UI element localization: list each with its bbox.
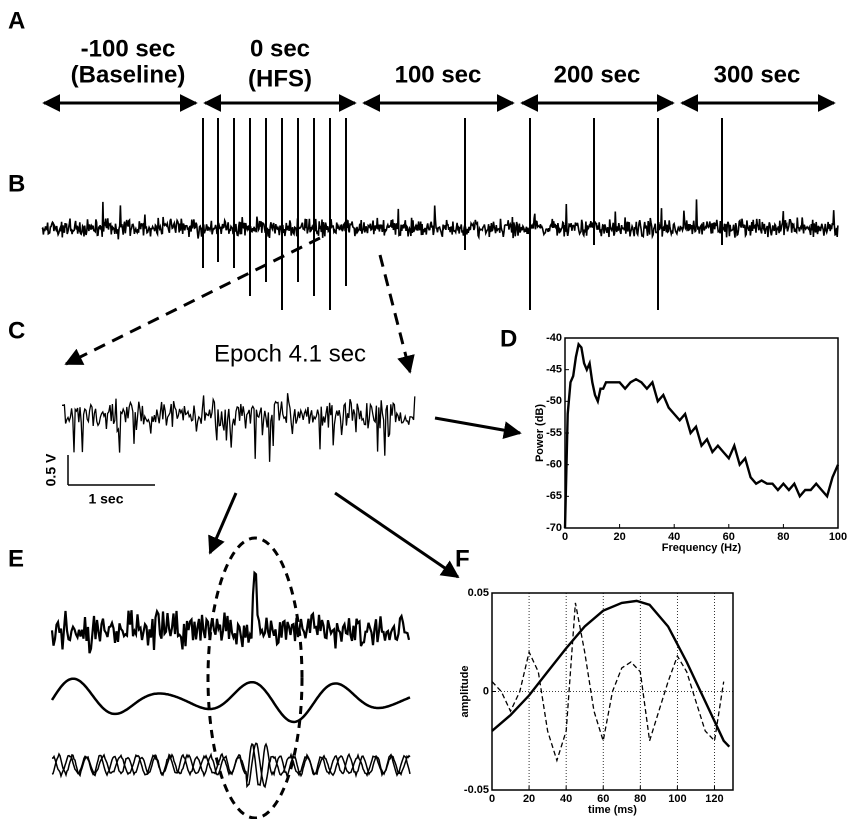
- y-tick-label: 0: [483, 685, 489, 697]
- period-label: 200 sec: [554, 61, 641, 88]
- panel-label: A: [8, 7, 25, 34]
- raw-trace: [50, 570, 411, 654]
- x-tick-label: 60: [597, 793, 609, 805]
- x-tick-label: 80: [777, 531, 789, 543]
- x-axis-label: time (ms): [588, 804, 637, 816]
- scale-x-label: 1 sec: [88, 491, 123, 507]
- x-tick-label: 60: [723, 531, 735, 543]
- data-line: [491, 599, 731, 748]
- y-tick-label: -40: [546, 332, 562, 344]
- y-tick-label: -45: [546, 364, 562, 376]
- y-axis-label: amplitude: [459, 666, 471, 718]
- epoch-label: Epoch 4.1 sec: [214, 340, 366, 367]
- x-tick-label: 20: [613, 531, 625, 543]
- panel-label: D: [500, 325, 517, 352]
- gamma-trace: [51, 742, 411, 787]
- highlight-ellipse: [206, 536, 304, 819]
- y-tick-label: -55: [546, 427, 562, 439]
- x-tick-label: 100: [829, 531, 847, 543]
- connector-arrows: [64, 236, 522, 579]
- period-label: 0 sec: [250, 35, 310, 62]
- x-tick-label: 40: [668, 531, 680, 543]
- x-tick-label: 0: [562, 531, 568, 543]
- plot-area: [564, 337, 839, 529]
- panel-label: B: [8, 170, 25, 197]
- period-label: (HFS): [248, 65, 312, 92]
- x-axis-label: Frequency (Hz): [662, 542, 742, 554]
- y-tick-label: -50: [546, 395, 562, 407]
- y-tick-label: -65: [546, 490, 562, 502]
- period-label: (Baseline): [71, 61, 186, 88]
- period-label: -100 sec: [81, 35, 176, 62]
- gamma-trace: [51, 742, 411, 789]
- data-line: [491, 602, 725, 763]
- y-tick-label: -0.05: [464, 784, 489, 796]
- period-label: 300 sec: [714, 61, 801, 88]
- scale-y-label: 0.5 V: [43, 453, 59, 486]
- scale-bar: [67, 455, 155, 486]
- y-axis-label: Power (dB): [534, 404, 546, 462]
- epoch-trace: [62, 393, 416, 462]
- x-tick-label: 20: [523, 793, 535, 805]
- panel-label: E: [8, 545, 24, 572]
- period-label: 100 sec: [395, 61, 482, 88]
- x-tick-label: 100: [668, 793, 686, 805]
- panel-label: C: [8, 317, 25, 344]
- signal-trace: [41, 199, 839, 241]
- filtered-trace: [50, 677, 411, 724]
- panel-label: F: [455, 545, 470, 572]
- x-tick-label: 40: [560, 793, 572, 805]
- x-tick-label: 120: [705, 793, 723, 805]
- y-tick-label: 0.05: [468, 587, 489, 599]
- y-tick-label: -70: [546, 522, 562, 534]
- x-tick-label: 0: [489, 793, 495, 805]
- y-tick-label: -60: [546, 459, 562, 471]
- x-tick-label: 80: [634, 793, 646, 805]
- data-line: [563, 341, 840, 529]
